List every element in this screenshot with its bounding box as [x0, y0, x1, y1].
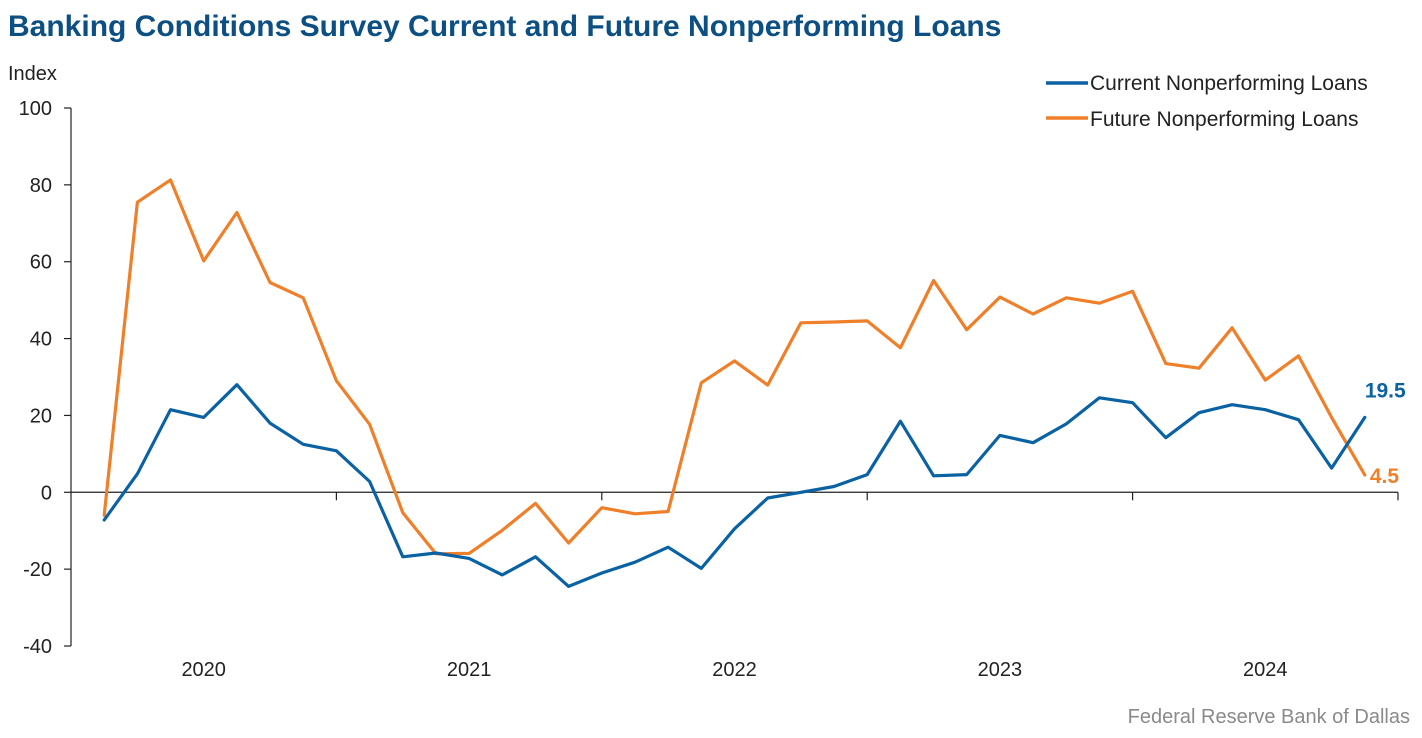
legend: Current Nonperforming Loans Future Nonpe… — [1046, 72, 1368, 131]
x-tick-label: 2024 — [1243, 659, 1288, 681]
x-tick-label: 2023 — [978, 659, 1023, 681]
end-labels: 19.5 4.5 — [1365, 379, 1406, 488]
x-tick-label: 2021 — [447, 659, 492, 681]
y-tick-label: 40 — [30, 329, 52, 351]
y-tick-label: 20 — [30, 405, 52, 427]
y-tick-label: -40 — [23, 636, 52, 658]
y-tick-label: 100 — [19, 98, 52, 120]
x-tick-label: 2020 — [181, 659, 226, 681]
legend-label-current: Current Nonperforming Loans — [1090, 72, 1368, 95]
end-label-future: 4.5 — [1370, 465, 1400, 488]
y-tick-label: 80 — [30, 175, 52, 197]
series-lines — [102, 178, 1367, 589]
series-line-current — [102, 383, 1367, 589]
y-axis: -40 -20 0 20 40 60 80 100 — [19, 98, 72, 658]
y-tick-label: 0 — [41, 482, 52, 504]
chart-title: Banking Conditions Survey Current and Fu… — [8, 10, 1002, 43]
y-tick-label: -20 — [23, 559, 52, 581]
y-tick-label: 60 — [30, 252, 52, 274]
x-axis: 2020 2021 2022 2023 2024 — [71, 491, 1399, 681]
legend-label-future: Future Nonperforming Loans — [1090, 108, 1358, 131]
y-axis-title: Index — [8, 63, 57, 85]
source-note: Federal Reserve Bank of Dallas — [1127, 706, 1410, 728]
series-line-future — [102, 178, 1367, 556]
x-tick-label: 2022 — [712, 659, 757, 681]
end-label-current: 19.5 — [1365, 379, 1406, 402]
